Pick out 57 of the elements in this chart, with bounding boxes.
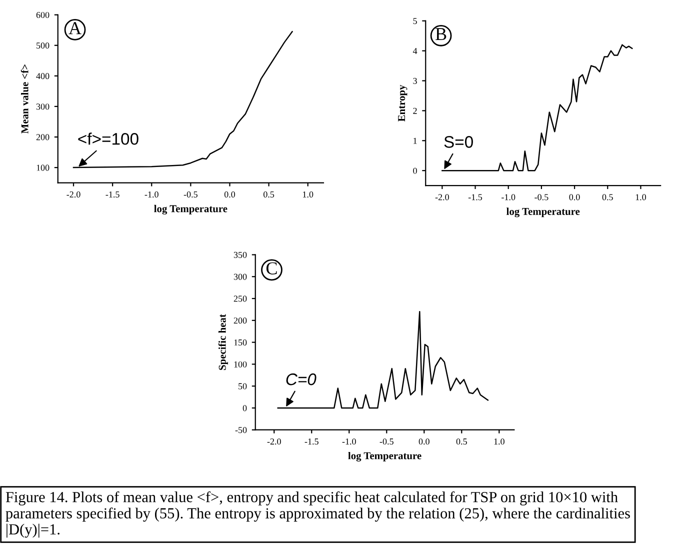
y-tick-label: 1 xyxy=(414,138,417,144)
y-tick-label: 600 xyxy=(36,12,50,18)
y-tick-label: 200 xyxy=(234,318,247,324)
y-tick-label: 0 xyxy=(413,168,417,174)
caption: Figure 14. Plots of mean value <f>, entropy and specific heat calculated for TSP on grid 10×10 with parameters specified by (55). The entropy is approximated by the relation (25), where the cardinalities |D(y)|=1. xyxy=(6,491,630,538)
y-tick-label: 100 xyxy=(234,361,247,368)
line-series xyxy=(442,44,633,172)
y-tick-label: -50 xyxy=(235,426,247,434)
y-tick-label: 100 xyxy=(36,164,50,171)
annotation: C=0 xyxy=(286,373,316,386)
y-axis-title: Entropy xyxy=(398,84,408,122)
x-tick-label: -0.5 xyxy=(534,194,548,200)
y-tick-label: 0 xyxy=(242,405,247,412)
x-tick-label: -2.0 xyxy=(267,438,281,445)
y-tick-label: 300 xyxy=(36,104,50,110)
x-tick-label: 0.0 xyxy=(418,438,430,445)
y-tick-label: 350 xyxy=(234,252,247,258)
x-tick-label: -1.0 xyxy=(144,191,158,198)
x-axis-title: log Temperature xyxy=(154,204,228,214)
y-tick-label: 150 xyxy=(234,339,247,346)
x-tick-label: 0.5 xyxy=(602,194,613,200)
x-tick-label: -1.5 xyxy=(106,191,120,198)
x-tick-label: -1.5 xyxy=(468,194,482,200)
x-tick-label: -0.5 xyxy=(380,438,394,445)
x-tick-label: -0.5 xyxy=(184,191,198,198)
x-axis-title: log Temperature xyxy=(348,452,422,462)
annotation: <f>=100 xyxy=(78,132,138,145)
x-tick-label: -1.0 xyxy=(342,438,356,445)
x-tick-label: 0.0 xyxy=(569,194,580,200)
y-axis-title: Mean value <f> xyxy=(20,64,28,134)
x-tick-label: -1.0 xyxy=(502,194,516,200)
x-tick-label: -2.0 xyxy=(66,191,80,198)
annotation: C xyxy=(266,262,277,274)
x-tick-label: -1.5 xyxy=(304,438,318,445)
x-tick-label: 0.5 xyxy=(456,438,467,445)
y-tick-label: 3 xyxy=(413,78,417,84)
x-tick-label: 0.0 xyxy=(224,191,236,198)
y-tick-label: 200 xyxy=(36,134,50,140)
y-tick-label: 250 xyxy=(234,296,247,302)
x-axis-title: log Temperature xyxy=(506,208,580,218)
line-series xyxy=(277,311,489,409)
y-tick-label: 4 xyxy=(412,48,418,54)
y-tick-label: 5 xyxy=(413,18,417,24)
x-tick-label: 1.0 xyxy=(636,194,646,200)
annotation: S=0 xyxy=(444,136,473,148)
x-tick-label: 0.5 xyxy=(263,191,274,198)
y-tick-label: 2 xyxy=(413,108,417,114)
x-tick-label: 1.0 xyxy=(303,191,314,198)
x-tick-label: 1.0 xyxy=(494,438,504,445)
y-tick-label: 500 xyxy=(36,42,50,49)
x-tick-label: -2.0 xyxy=(435,194,449,200)
y-tick-label: 300 xyxy=(234,274,247,280)
y-tick-label: 50 xyxy=(238,383,247,390)
y-axis-title: Specific heat xyxy=(218,314,228,370)
y-tick-label: 400 xyxy=(36,73,50,80)
annotation: A xyxy=(68,22,82,34)
annotation: B xyxy=(436,28,446,40)
